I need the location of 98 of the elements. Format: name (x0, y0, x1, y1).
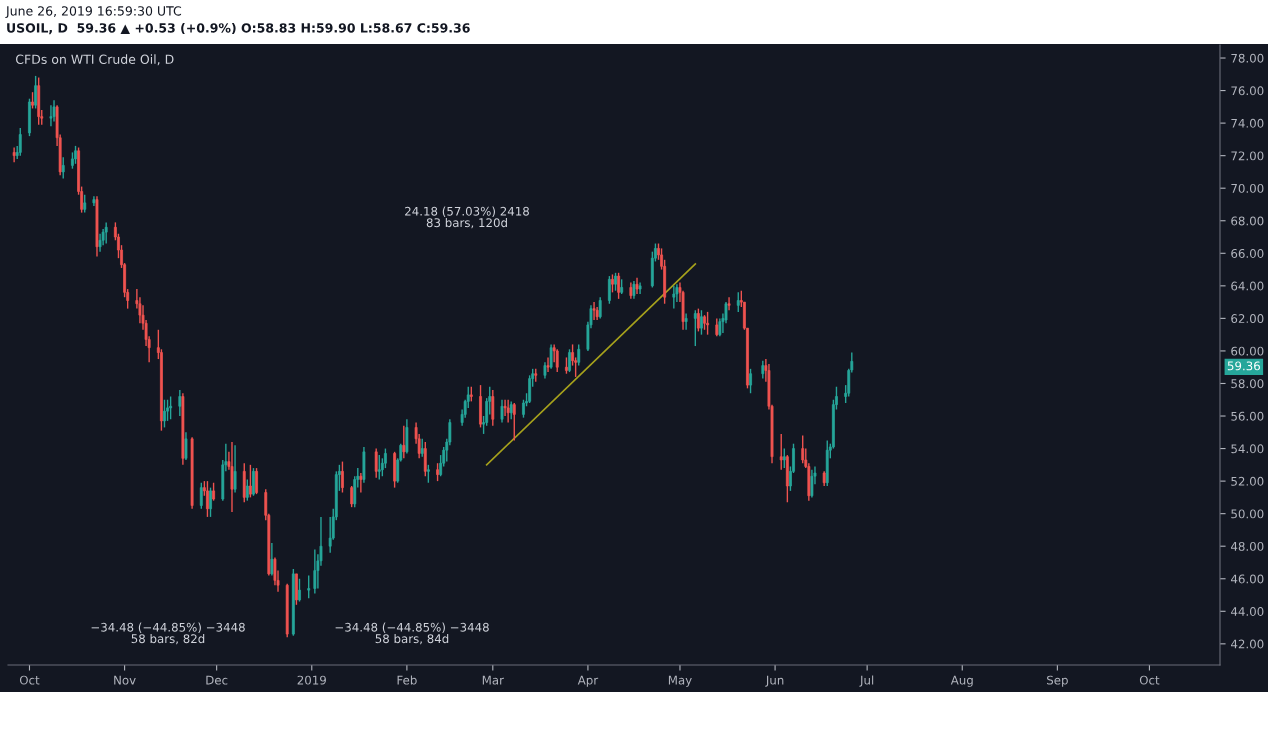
candlestick (700, 309, 703, 336)
x-tick-label: Nov (114, 675, 136, 685)
candlestick (230, 441, 234, 513)
candlestick (801, 434, 805, 464)
candlestick (169, 395, 173, 420)
candlestick (74, 145, 77, 165)
candlestick (611, 273, 614, 294)
candlestick (436, 462, 439, 482)
candlestick (706, 311, 710, 336)
x-tick-label: Dec (206, 675, 228, 685)
candlestick (31, 91, 34, 110)
y-tick-label: 60.00 (1231, 346, 1264, 356)
candlestick (295, 573, 298, 606)
candlestick (163, 399, 166, 429)
x-tick-label: 2019 (297, 675, 326, 685)
candlestick (749, 368, 752, 394)
candlestick (178, 389, 182, 417)
y-tick-label: 78.00 (1231, 53, 1264, 63)
candlestick (703, 314, 706, 331)
candlestick (209, 486, 212, 518)
x-tick-label: Sep (1047, 675, 1068, 687)
candlestick (423, 441, 427, 477)
chart-subtitle: USOIL, D 59.36 ▲ +0.53 (+0.9%) O:58.83 H:59.90 L:58.67 C:59.36 (7, 22, 470, 35)
y-tick-label: 56.00 (1231, 411, 1264, 421)
text: June 26, 2019 16:59:30 UTC (5, 6, 182, 18)
x-tick-label: Aug (950, 675, 973, 687)
x-tick-label: Oct (1139, 675, 1160, 685)
candlestick (298, 578, 301, 603)
annotation: −34.48 (−44.85%) −3448 58 bars, 82d (91, 622, 245, 645)
candlestick (549, 343, 553, 370)
candlestick (696, 307, 700, 333)
candlestick (500, 399, 504, 424)
y-tick-label: 74.00 (1231, 118, 1264, 128)
candlestick (28, 98, 31, 137)
candlestick (568, 348, 571, 373)
candlestick (614, 272, 617, 292)
candlestick (374, 447, 378, 479)
x-tick-label: Apr (577, 675, 599, 687)
candlestick (341, 460, 344, 494)
candlestick (184, 431, 188, 461)
candlestick (61, 156, 65, 180)
candlestick (52, 99, 56, 123)
candlestick (402, 425, 406, 460)
candlestick (779, 433, 783, 471)
candlestick (577, 343, 581, 367)
candlestick (212, 482, 215, 502)
candlestick (359, 472, 363, 494)
y-tick-label: 62.00 (1231, 314, 1264, 324)
candlestick (727, 296, 731, 311)
x-tick-label: May (668, 675, 692, 687)
candlestick (248, 464, 252, 499)
candlestick (607, 275, 611, 305)
y-tick-label: 64.00 (1231, 281, 1264, 291)
candlestick (693, 309, 697, 347)
candlestick (491, 389, 495, 427)
candlestick (479, 384, 482, 429)
candlestick (49, 104, 53, 128)
candlestick (252, 467, 255, 497)
candlestick (199, 482, 203, 510)
x-tick-label: Jul (859, 675, 874, 687)
candlestick (377, 454, 381, 481)
y-tick-label: 42.00 (1230, 639, 1264, 649)
y-tick-label: 48.00 (1230, 541, 1264, 551)
candlestick (782, 447, 786, 469)
x-tick-label: Mar (482, 675, 504, 685)
candlestick (555, 348, 559, 373)
y-tick-label: 44.00 (1230, 607, 1264, 616)
x-tick-label: Jun (765, 675, 784, 687)
candlestick (34, 75, 38, 110)
y-tick-label: 72.00 (1231, 151, 1264, 161)
text: 59.36 (1227, 361, 1260, 371)
candlestick (233, 444, 237, 494)
y-tick-label: 70.00 (1231, 183, 1264, 193)
candlestick (255, 467, 258, 495)
text: CFDs on WTI Crude Oil, D (15, 54, 174, 66)
annotation: 24.18 (57.03%) 2418 83 bars, 120d (405, 206, 529, 229)
y-tick-label: 50.00 (1231, 509, 1264, 519)
y-tick-label: 76.00 (1231, 86, 1264, 96)
x-tick-label: Feb (397, 675, 417, 685)
candlestick (810, 469, 814, 499)
y-tick-label: 46.00 (1230, 574, 1264, 584)
y-tick-label: 52.00 (1231, 476, 1264, 486)
y-tick-label: 54.00 (1231, 444, 1264, 454)
candlestick (736, 291, 740, 313)
candlestick (307, 574, 311, 599)
candlestick (206, 480, 209, 518)
y-tick-label: 58.00 (1231, 379, 1264, 389)
x-tick-label: Oct (19, 675, 40, 685)
candlestick (684, 312, 688, 331)
candlestick (18, 127, 22, 157)
y-tick-label: 66.00 (1231, 249, 1264, 258)
candlestick (565, 356, 568, 375)
annotation: −34.48 (−44.85%) −3448 58 bars, 84d (335, 622, 489, 645)
y-tick-label: 68.00 (1231, 216, 1264, 226)
candlestick (313, 548, 317, 595)
candlestick (546, 356, 550, 373)
candlestick (350, 485, 354, 508)
candlestick (245, 478, 249, 502)
